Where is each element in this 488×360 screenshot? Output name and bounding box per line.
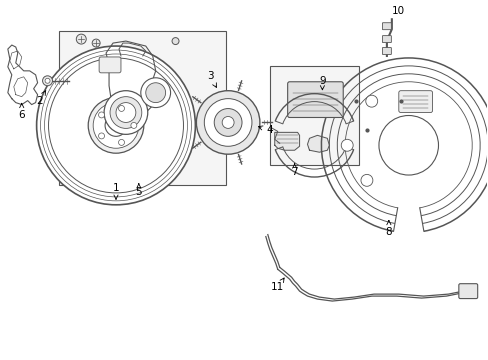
- Polygon shape: [307, 135, 328, 152]
- Text: 10: 10: [391, 6, 405, 16]
- Circle shape: [37, 46, 195, 205]
- Circle shape: [145, 83, 165, 103]
- Circle shape: [76, 34, 86, 44]
- Bar: [269, 66, 358, 165]
- Text: 4: 4: [258, 125, 273, 135]
- Circle shape: [99, 133, 104, 139]
- FancyBboxPatch shape: [458, 284, 477, 298]
- Circle shape: [92, 39, 100, 47]
- Polygon shape: [274, 132, 299, 150]
- FancyBboxPatch shape: [382, 36, 390, 42]
- FancyBboxPatch shape: [382, 48, 390, 54]
- Circle shape: [341, 139, 352, 151]
- Text: 5: 5: [135, 184, 142, 197]
- Circle shape: [365, 95, 377, 107]
- Circle shape: [222, 117, 234, 129]
- Circle shape: [45, 78, 50, 83]
- Circle shape: [172, 37, 179, 45]
- FancyBboxPatch shape: [398, 91, 432, 113]
- FancyBboxPatch shape: [287, 82, 343, 117]
- Text: 7: 7: [291, 164, 297, 177]
- Text: 11: 11: [270, 278, 284, 292]
- Text: 9: 9: [319, 76, 325, 90]
- Text: 1: 1: [112, 183, 119, 199]
- Circle shape: [116, 103, 136, 122]
- Circle shape: [110, 96, 142, 129]
- Bar: [60, 31, 225, 185]
- FancyBboxPatch shape: [382, 23, 390, 30]
- Circle shape: [93, 103, 139, 148]
- Text: 2: 2: [36, 90, 46, 105]
- Circle shape: [196, 91, 259, 154]
- Circle shape: [204, 99, 251, 146]
- Circle shape: [42, 76, 52, 86]
- Text: 8: 8: [385, 221, 391, 237]
- Circle shape: [131, 122, 137, 129]
- Circle shape: [118, 139, 124, 145]
- Circle shape: [214, 109, 242, 136]
- Circle shape: [99, 112, 104, 118]
- Text: 3: 3: [206, 71, 216, 87]
- Circle shape: [360, 174, 372, 186]
- Circle shape: [104, 91, 147, 134]
- Text: 6: 6: [19, 103, 25, 120]
- Circle shape: [88, 98, 143, 153]
- Polygon shape: [8, 45, 38, 105]
- Circle shape: [118, 105, 124, 111]
- Circle shape: [141, 78, 170, 108]
- Circle shape: [105, 114, 127, 136]
- FancyBboxPatch shape: [99, 57, 121, 73]
